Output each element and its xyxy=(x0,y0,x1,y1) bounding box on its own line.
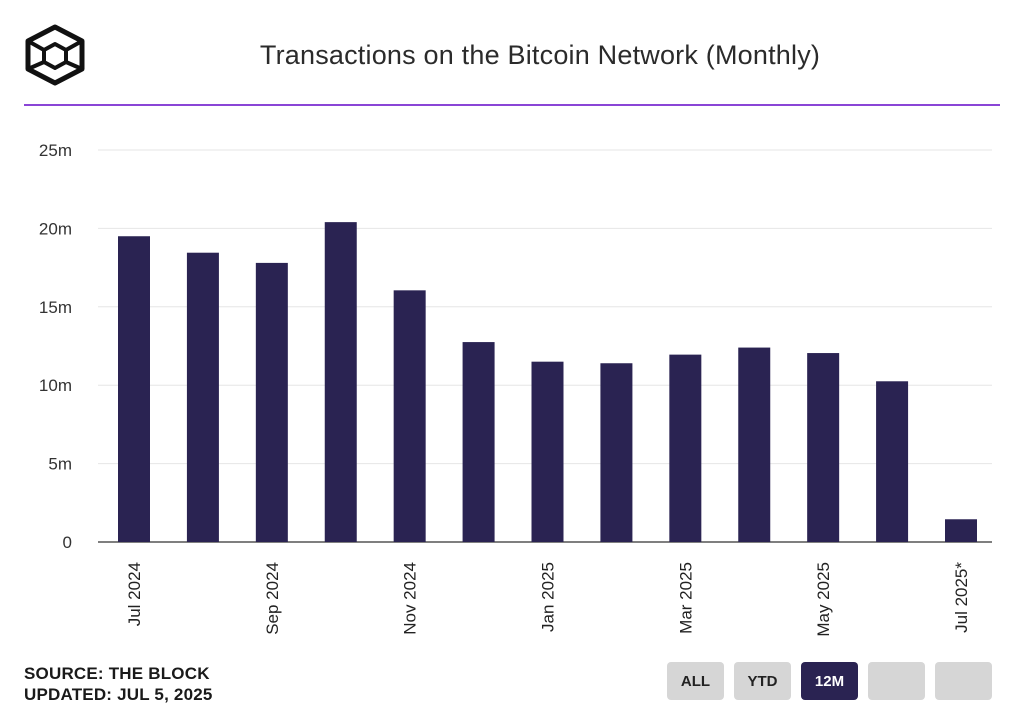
y-tick-label: 5m xyxy=(48,455,72,474)
y-tick-label: 15m xyxy=(39,298,72,317)
y-tick-label: 25m xyxy=(39,141,72,160)
x-tick-label: Sep 2024 xyxy=(263,562,282,635)
bar-jan-2025[interactable] xyxy=(531,361,564,542)
y-tick-label: 20m xyxy=(39,219,72,238)
x-axis-ticks: Jul 2024 Sep 2024 Nov 2024 Jan 2025 Mar 2025… xyxy=(125,562,971,637)
bar-aug-2024[interactable] xyxy=(186,252,219,543)
bar-oct-2024[interactable] xyxy=(324,222,357,543)
x-tick-label: Jul 2024 xyxy=(125,562,144,626)
title-divider xyxy=(24,104,1000,106)
bars xyxy=(118,222,977,543)
bar-apr-2025[interactable] xyxy=(738,347,771,542)
range-button-extra-2[interactable] xyxy=(935,662,992,700)
x-tick-label: May 2025 xyxy=(814,562,833,637)
bar-mar-2025[interactable] xyxy=(669,354,702,542)
y-tick-label: 0 xyxy=(63,533,72,552)
bar-chart: 0 5m 10m 15m 20m 25m Jul 2024 Sep 2024 Nov 2024… xyxy=(39,141,992,637)
y-tick-label: 10m xyxy=(39,376,72,395)
the-block-logo-icon xyxy=(25,24,85,86)
y-axis-ticks: 0 5m 10m 15m 20m 25m xyxy=(39,141,72,552)
range-button-12m[interactable]: 12M xyxy=(801,662,858,700)
x-tick-label: Jul 2025* xyxy=(952,562,971,633)
bar-may-2025[interactable] xyxy=(807,353,840,542)
range-selector: ALL YTD 12M xyxy=(667,662,992,700)
bar-jun-2025[interactable] xyxy=(876,381,909,542)
bar-feb-2025[interactable] xyxy=(600,363,633,542)
source-info: SOURCE: THE BLOCK UPDATED: JUL 5, 2025 xyxy=(24,663,213,705)
bar-dec-2024[interactable] xyxy=(462,342,495,542)
updated-label: UPDATED: JUL 5, 2025 xyxy=(24,685,213,704)
range-button-ytd[interactable]: YTD xyxy=(734,662,791,700)
x-tick-label: Nov 2024 xyxy=(401,562,420,635)
bar-sep-2024[interactable] xyxy=(255,262,288,542)
x-tick-label: Mar 2025 xyxy=(676,562,695,634)
range-button-extra-1[interactable] xyxy=(868,662,925,700)
bar-jul-2025[interactable] xyxy=(945,519,977,542)
x-tick-label: Jan 2025 xyxy=(539,562,558,632)
source-label: SOURCE: THE BLOCK xyxy=(24,664,210,683)
bar-jul-2024[interactable] xyxy=(118,236,150,543)
range-button-all[interactable]: ALL xyxy=(667,662,724,700)
bar-nov-2024[interactable] xyxy=(393,290,426,542)
chart-title: Transactions on the Bitcoin Network (Mon… xyxy=(259,40,821,70)
